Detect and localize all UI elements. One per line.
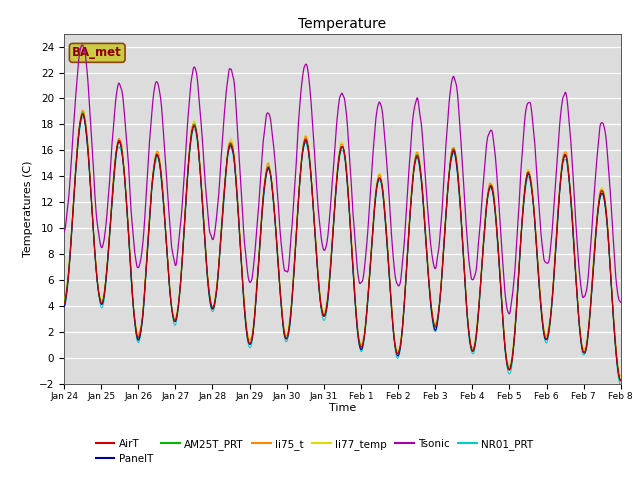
Text: BA_met: BA_met bbox=[72, 47, 122, 60]
X-axis label: Time: Time bbox=[329, 403, 356, 413]
Title: Temperature: Temperature bbox=[298, 17, 387, 31]
Y-axis label: Temperatures (C): Temperatures (C) bbox=[23, 160, 33, 257]
Legend: AirT, PanelT, AM25T_PRT, li75_t, li77_temp, Tsonic, NR01_PRT: AirT, PanelT, AM25T_PRT, li75_t, li77_te… bbox=[92, 435, 537, 468]
